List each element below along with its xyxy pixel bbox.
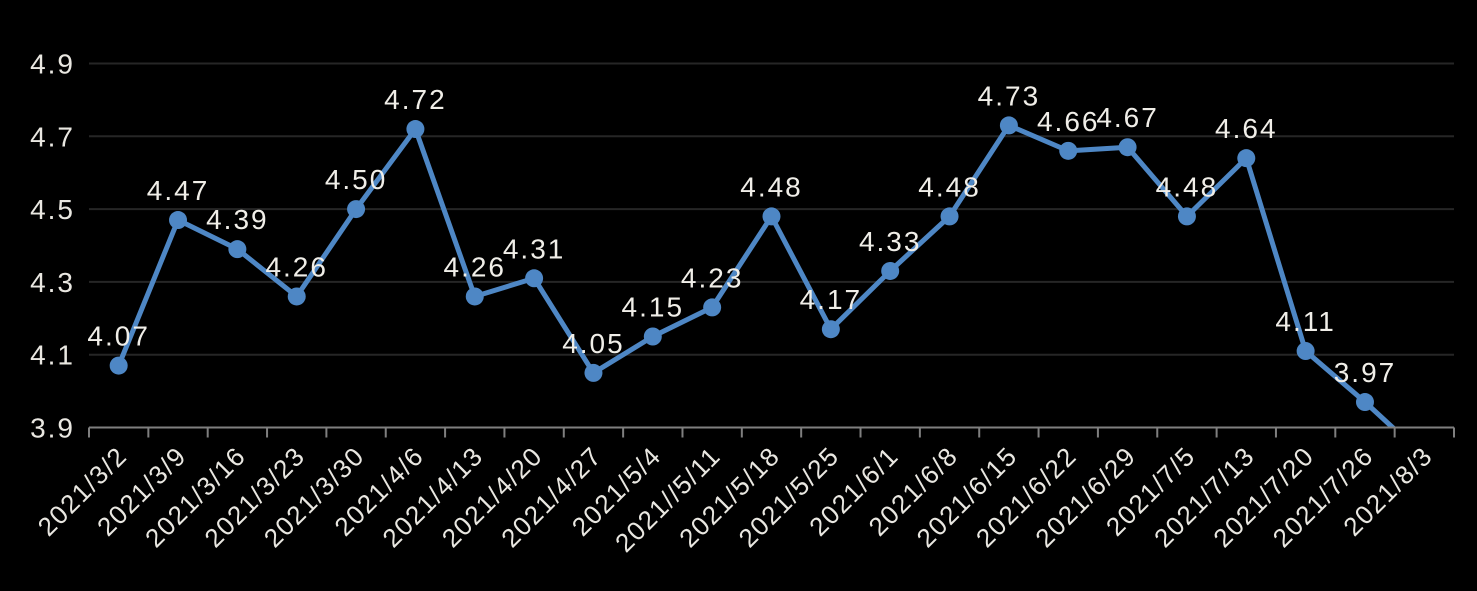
data-point-marker	[169, 211, 188, 230]
data-label: 4.23	[681, 262, 744, 293]
data-point-marker	[584, 363, 603, 382]
data-label: 3.97	[1334, 357, 1397, 388]
data-point-marker	[940, 207, 959, 226]
data-label: 4.48	[918, 171, 981, 202]
data-label: 4.26	[444, 251, 507, 282]
data-point-marker	[1355, 393, 1374, 412]
data-label: 4.05	[562, 328, 625, 359]
data-point-marker	[109, 356, 128, 375]
data-label: 4.64	[1215, 113, 1278, 144]
data-point-marker	[1059, 141, 1078, 160]
data-point-marker	[643, 327, 662, 346]
y-tick-label: 4.7	[30, 121, 75, 152]
data-label: 4.50	[325, 164, 388, 195]
y-tick-label: 4.3	[30, 267, 75, 298]
y-tick-label: 3.9	[30, 413, 75, 444]
y-tick-label: 4.5	[30, 194, 75, 225]
data-point-marker	[347, 200, 366, 219]
data-point-marker	[821, 320, 840, 339]
data-label: 4.39	[206, 204, 269, 235]
data-point-marker	[465, 287, 484, 306]
data-label: 4.17	[800, 284, 863, 315]
data-point-marker	[762, 207, 781, 226]
data-label: 4.11	[1275, 306, 1335, 337]
data-label: 4.48	[1156, 171, 1219, 202]
data-point-marker	[881, 261, 900, 280]
data-point-marker	[1296, 342, 1315, 361]
data-point-marker	[999, 116, 1018, 135]
data-label: 4.33	[859, 226, 922, 257]
data-point-marker	[703, 298, 722, 317]
data-label: 4.26	[265, 251, 328, 282]
data-point-marker	[406, 120, 425, 139]
y-tick-label: 4.9	[30, 49, 75, 80]
data-label: 4.47	[147, 175, 210, 206]
y-tick-label: 4.1	[30, 340, 75, 371]
data-label: 4.73	[978, 80, 1041, 111]
data-point-marker	[525, 269, 544, 288]
data-label: 4.66	[1037, 106, 1100, 137]
data-label: 4.15	[622, 292, 685, 323]
data-label: 4.48	[740, 171, 803, 202]
data-point-marker	[287, 287, 306, 306]
data-point-marker	[1177, 207, 1196, 226]
data-label: 4.72	[384, 84, 447, 115]
data-point-marker	[1118, 138, 1137, 157]
data-label: 4.67	[1096, 102, 1159, 133]
data-label: 4.31	[503, 233, 566, 264]
data-point-marker	[228, 240, 247, 259]
data-point-marker	[1237, 149, 1256, 168]
data-label: 4.07	[87, 321, 150, 352]
